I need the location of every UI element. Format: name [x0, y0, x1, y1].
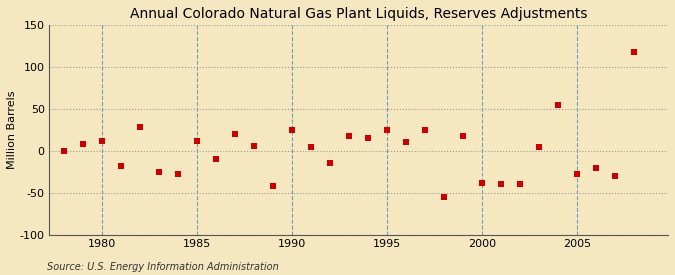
Point — [287, 128, 298, 132]
Point — [362, 136, 373, 140]
Point — [572, 172, 583, 177]
Point — [553, 102, 564, 107]
Point — [154, 169, 165, 174]
Point — [325, 161, 335, 166]
Point — [97, 139, 107, 143]
Point — [477, 180, 487, 185]
Point — [230, 132, 240, 136]
Point — [306, 145, 317, 150]
Point — [628, 50, 639, 54]
Point — [211, 157, 221, 161]
Point — [173, 172, 184, 177]
Point — [610, 174, 620, 178]
Point — [458, 134, 468, 139]
Point — [439, 195, 450, 199]
Y-axis label: Million Barrels: Million Barrels — [7, 90, 17, 169]
Point — [420, 128, 431, 132]
Point — [400, 140, 411, 145]
Point — [59, 148, 70, 153]
Point — [591, 165, 601, 170]
Point — [192, 139, 202, 143]
Point — [533, 144, 544, 149]
Point — [78, 142, 88, 146]
Point — [495, 182, 506, 186]
Point — [115, 164, 126, 168]
Point — [381, 128, 392, 132]
Point — [267, 184, 278, 188]
Title: Annual Colorado Natural Gas Plant Liquids, Reserves Adjustments: Annual Colorado Natural Gas Plant Liquid… — [130, 7, 587, 21]
Point — [134, 125, 145, 130]
Point — [514, 182, 525, 186]
Point — [248, 144, 259, 148]
Text: Source: U.S. Energy Information Administration: Source: U.S. Energy Information Administ… — [47, 262, 279, 272]
Point — [344, 134, 354, 139]
